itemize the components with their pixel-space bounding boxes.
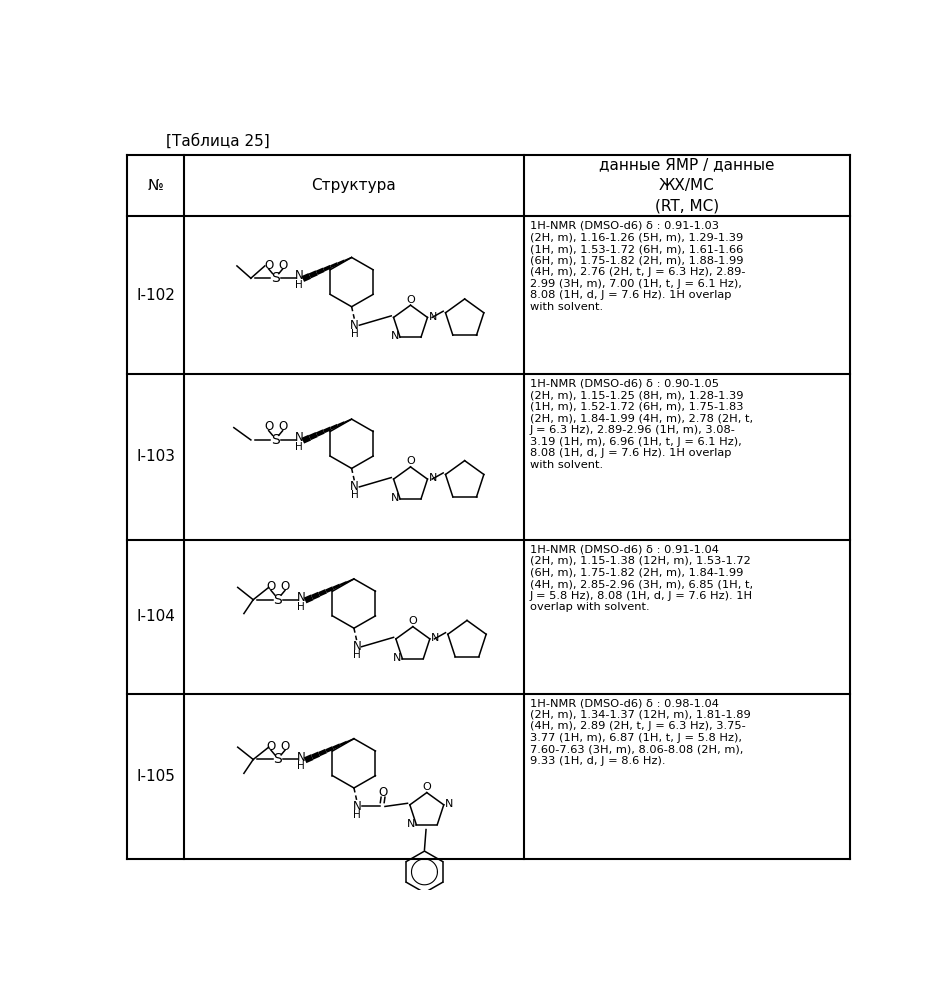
Text: I-103: I-103 <box>136 449 175 464</box>
Text: H: H <box>353 650 361 660</box>
Text: O: O <box>406 456 414 466</box>
Text: H: H <box>295 280 303 290</box>
Text: I-102: I-102 <box>136 288 175 303</box>
Text: O: O <box>278 420 287 433</box>
Text: H: H <box>350 490 358 500</box>
Text: O: O <box>264 420 273 433</box>
Text: N: N <box>297 751 306 764</box>
Text: O: O <box>267 740 275 753</box>
Text: H: H <box>297 602 305 612</box>
Text: N: N <box>445 799 453 809</box>
Text: 1H-NMR (DMSO-d6) δ : 0.90-1.05
(2H, m), 1.15-1.25 (8H, m), 1.28-1.39
(1H, m), 1.: 1H-NMR (DMSO-d6) δ : 0.90-1.05 (2H, m), … <box>529 379 752 470</box>
Text: данные ЯМР / данные
ЖХ/МС
(RT, МС): данные ЯМР / данные ЖХ/МС (RT, МС) <box>599 157 774 214</box>
Text: N: N <box>390 493 398 503</box>
Text: Структура: Структура <box>311 178 396 193</box>
Text: O: O <box>280 580 289 593</box>
Text: N: N <box>430 633 439 643</box>
Text: 1H-NMR (DMSO-d6) δ : 0.91-1.03
(2H, m), 1.16-1.26 (5H, m), 1.29-1.39
(1H, m), 1.: 1H-NMR (DMSO-d6) δ : 0.91-1.03 (2H, m), … <box>529 221 744 312</box>
Text: 1H-NMR (DMSO-d6) δ : 0.98-1.04
(2H, m), 1.34-1.37 (12H, m), 1.81-1.89
(4H, m), 2: 1H-NMR (DMSO-d6) δ : 0.98-1.04 (2H, m), … <box>529 698 750 766</box>
Text: O: O <box>280 740 289 753</box>
Text: O: O <box>267 580 275 593</box>
Text: O: O <box>378 786 387 799</box>
Text: I-105: I-105 <box>136 769 175 784</box>
Text: N: N <box>352 640 361 653</box>
Text: O: O <box>422 782 430 792</box>
Text: O: O <box>408 616 417 626</box>
Text: S: S <box>273 752 282 766</box>
Text: S: S <box>271 271 280 285</box>
Text: O: O <box>406 295 414 305</box>
Text: N: N <box>428 312 437 322</box>
Text: I-104: I-104 <box>136 609 175 624</box>
Text: N: N <box>390 331 398 341</box>
Text: N: N <box>392 653 401 663</box>
Text: O: O <box>264 259 273 272</box>
Text: №: № <box>148 178 164 193</box>
Text: S: S <box>271 433 280 447</box>
Text: 1H-NMR (DMSO-d6) δ : 0.91-1.04
(2H, m), 1.15-1.38 (12H, m), 1.53-1.72
(6H, m), 1: 1H-NMR (DMSO-d6) δ : 0.91-1.04 (2H, m), … <box>529 544 752 612</box>
Text: O: O <box>278 259 287 272</box>
Text: H: H <box>353 810 361 820</box>
Text: N: N <box>350 319 359 332</box>
Text: S: S <box>273 593 282 607</box>
Text: N: N <box>294 269 303 282</box>
Text: H: H <box>297 761 305 771</box>
Text: H: H <box>350 329 358 339</box>
Text: H: H <box>295 442 303 452</box>
Text: N: N <box>294 431 303 444</box>
Text: [Таблица 25]: [Таблица 25] <box>166 133 269 148</box>
Text: N: N <box>352 800 361 813</box>
Text: N: N <box>297 591 306 604</box>
Text: N: N <box>428 473 437 483</box>
Text: N: N <box>407 819 415 829</box>
Text: N: N <box>350 480 359 493</box>
